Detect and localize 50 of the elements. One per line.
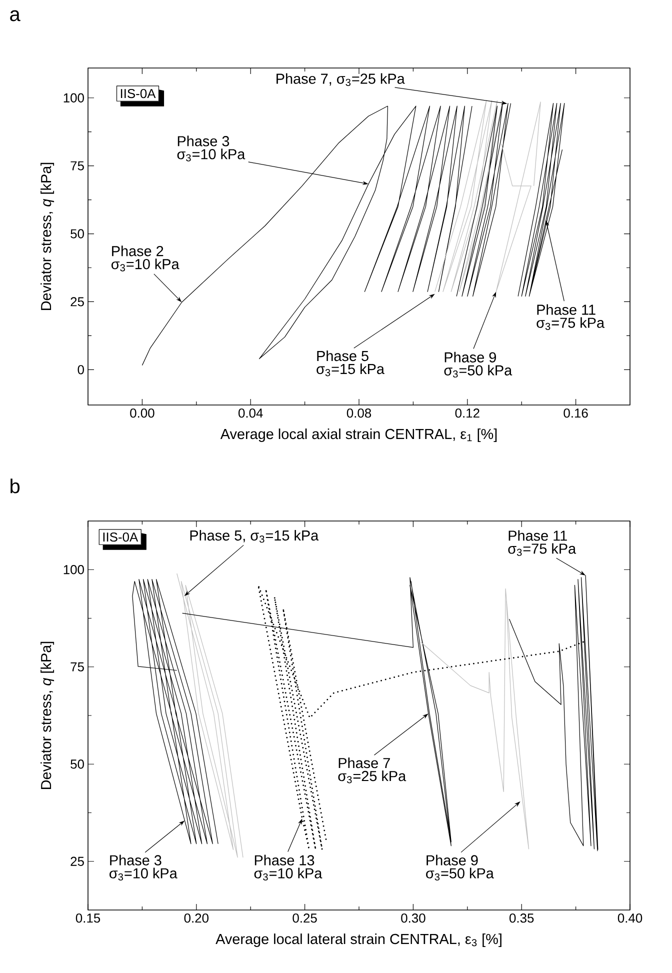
x-tick-label: 0.35 [510,914,534,923]
y-tick-label: 0 [78,365,84,374]
x-tick-label: 0.12 [455,408,480,418]
annotation: Phase 11 [508,530,567,541]
x-tick-label: 0.40 [618,914,642,923]
text: IIS-0A [103,532,138,542]
annotation: σ$_{3}$=10 kPa [110,868,178,881]
x-tick-label: 0.20 [184,914,209,923]
y-tick-label: 50 [70,229,84,238]
annotation: Phase 7, σ$_{3}$=25 kPa [276,73,405,86]
y-tick-label: 75 [70,662,84,672]
y-tick-label: 75 [70,161,84,170]
annotation: Phase 3 [110,854,162,866]
y-axis-title: Deviator stress, q [kPa] [40,162,54,310]
chart-title: a [10,10,20,22]
x-axis-title: Average local lateral strain CENTRAL, ε$_{3}$ [%] [216,934,502,947]
x-axis-title: Average local axial strain CENTRAL, ε$_{1}$ [%] [220,428,497,442]
annotation: σ$_{3}$=10 kPa [111,258,180,272]
x-tick-label: 0.04 [238,408,263,418]
x-tick-label: 0.08 [346,408,372,418]
y-tick-label: 50 [70,760,84,769]
annotation: σ$_{3}$=10 kPa [254,868,322,881]
x-tick-label: 0.30 [401,914,426,923]
annotation: Phase 2 [112,246,164,256]
x-tick-label: 0.15 [76,914,100,923]
annotation: σ$_{3}$=15 kPa [316,363,384,376]
annotation: Phase 5, σ$_{3}$=15 kPa [190,530,319,543]
annotation: σ$_{3}$=75 kPa [536,317,605,330]
y-tick-label: 25 [70,856,84,866]
annotation: σ$_{3}$=50 kPa [444,364,512,378]
annotation: Phase 3 [178,136,230,146]
annotation: Phase 9 [426,854,478,866]
annotation: σ$_{3}$=25 kPa [338,770,406,784]
y-axis-title: Deviator stress, q [kPa] [40,642,54,789]
x-tick-label: 0.25 [292,914,317,923]
annotation: Phase 9 [444,352,496,362]
annotation: Phase 11 [537,304,596,315]
annotation: Phase 5 [317,350,368,362]
annotation: Phase 7 [338,758,390,768]
y-tick-label: 100 [64,565,84,574]
x-tick-label: 0.00 [130,408,154,418]
y-tick-label: 100 [64,93,84,102]
chart-title: b [10,478,20,494]
annotation: σ$_{3}$=50 kPa [426,868,494,881]
annotation: σ$_{3}$=10 kPa [177,148,246,162]
text: IIS-0A [120,88,156,98]
annotation: Phase 13 [254,854,314,866]
y-tick-label: 25 [70,297,84,306]
annotation: σ$_{3}$=75 kPa [508,543,576,556]
x-tick-label: 0.16 [564,408,588,418]
